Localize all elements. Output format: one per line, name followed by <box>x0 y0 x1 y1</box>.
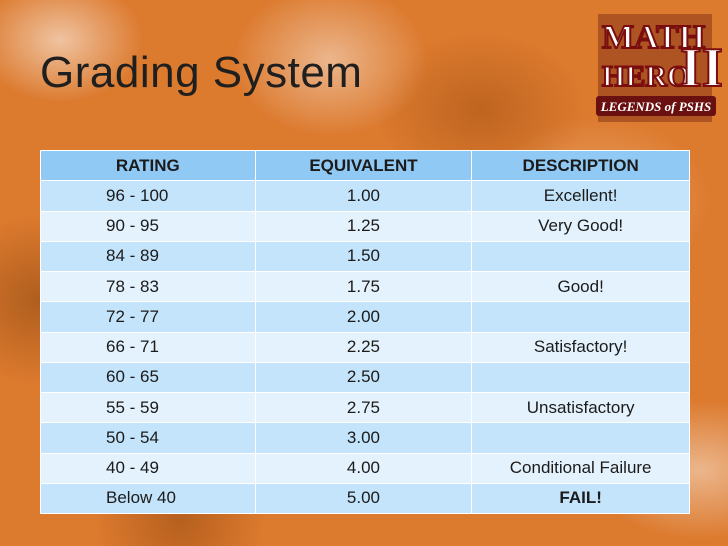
rating-cell: 40 - 49 <box>40 452 256 484</box>
logo-line1: MATH <box>602 19 705 56</box>
rating-cell: 66 - 71 <box>40 331 256 363</box>
table-row: Below 40 5.00 FAIL! <box>40 482 690 515</box>
logo-tagline: LEGENDS of PSHS <box>600 99 712 114</box>
equivalent-cell: 1.25 <box>254 210 473 242</box>
description-cell: Good! <box>471 270 690 303</box>
equivalent-cell: 1.00 <box>254 180 473 212</box>
header-rating: RATING <box>40 149 256 182</box>
table-row: 66 - 71 2.25 Satisfactory! <box>40 331 690 363</box>
equivalent-cell: 5.00 <box>254 482 473 515</box>
equivalent-cell: 2.50 <box>254 361 473 394</box>
table-row: 90 - 95 1.25 Very Good! <box>40 210 690 242</box>
equivalent-cell: 1.75 <box>254 270 473 303</box>
header-description: DESCRIPTION <box>471 149 690 182</box>
equivalent-cell: 2.00 <box>254 301 473 333</box>
description-cell: Satisfactory! <box>471 331 690 363</box>
rating-cell: Below 40 <box>40 482 256 515</box>
equivalent-cell: 3.00 <box>254 422 473 454</box>
rating-cell: 72 - 77 <box>40 301 256 333</box>
equivalent-cell: 4.00 <box>254 452 473 484</box>
rating-cell: 55 - 59 <box>40 391 256 424</box>
description-cell <box>471 361 690 394</box>
table-row: 50 - 54 3.00 <box>40 422 690 454</box>
header-equivalent: EQUIVALENT <box>254 149 473 182</box>
rating-cell: 78 - 83 <box>40 270 256 303</box>
table-header-row: RATING EQUIVALENT DESCRIPTION <box>40 149 690 182</box>
equivalent-cell: 2.75 <box>254 391 473 424</box>
table-row: 60 - 65 2.50 <box>40 361 690 394</box>
description-cell: FAIL! <box>471 482 690 515</box>
rating-cell: 90 - 95 <box>40 210 256 242</box>
description-cell: Conditional Failure <box>471 452 690 484</box>
rating-cell: 60 - 65 <box>40 361 256 394</box>
table-row: 84 - 89 1.50 <box>40 240 690 273</box>
rating-cell: 84 - 89 <box>40 240 256 273</box>
logo-numeral: III <box>680 37 722 99</box>
table-row: 55 - 59 2.75 Unsatisfactory <box>40 391 690 424</box>
logo-line2: HERO <box>602 60 690 93</box>
description-cell: Very Good! <box>471 210 690 242</box>
equivalent-cell: 2.25 <box>254 331 473 363</box>
table-row: 78 - 83 1.75 Good! <box>40 270 690 303</box>
slide-title: Grading System <box>40 48 363 97</box>
description-cell: Unsatisfactory <box>471 391 690 424</box>
table-row: 40 - 49 4.00 Conditional Failure <box>40 452 690 484</box>
description-cell <box>471 301 690 333</box>
description-cell: Excellent! <box>471 180 690 212</box>
math-hero-logo: MATH HERO III LEGENDS of PSHS <box>588 8 728 130</box>
description-cell <box>471 240 690 273</box>
table-row: 96 - 100 1.00 Excellent! <box>40 180 690 212</box>
grading-table: RATING EQUIVALENT DESCRIPTION 96 - 100 1… <box>40 149 690 515</box>
rating-cell: 96 - 100 <box>40 180 256 212</box>
math-hero-logo-graphic: MATH HERO III LEGENDS of PSHS <box>596 14 728 122</box>
table-row: 72 - 77 2.00 <box>40 301 690 333</box>
description-cell <box>471 422 690 454</box>
rating-cell: 50 - 54 <box>40 422 256 454</box>
equivalent-cell: 1.50 <box>254 240 473 273</box>
